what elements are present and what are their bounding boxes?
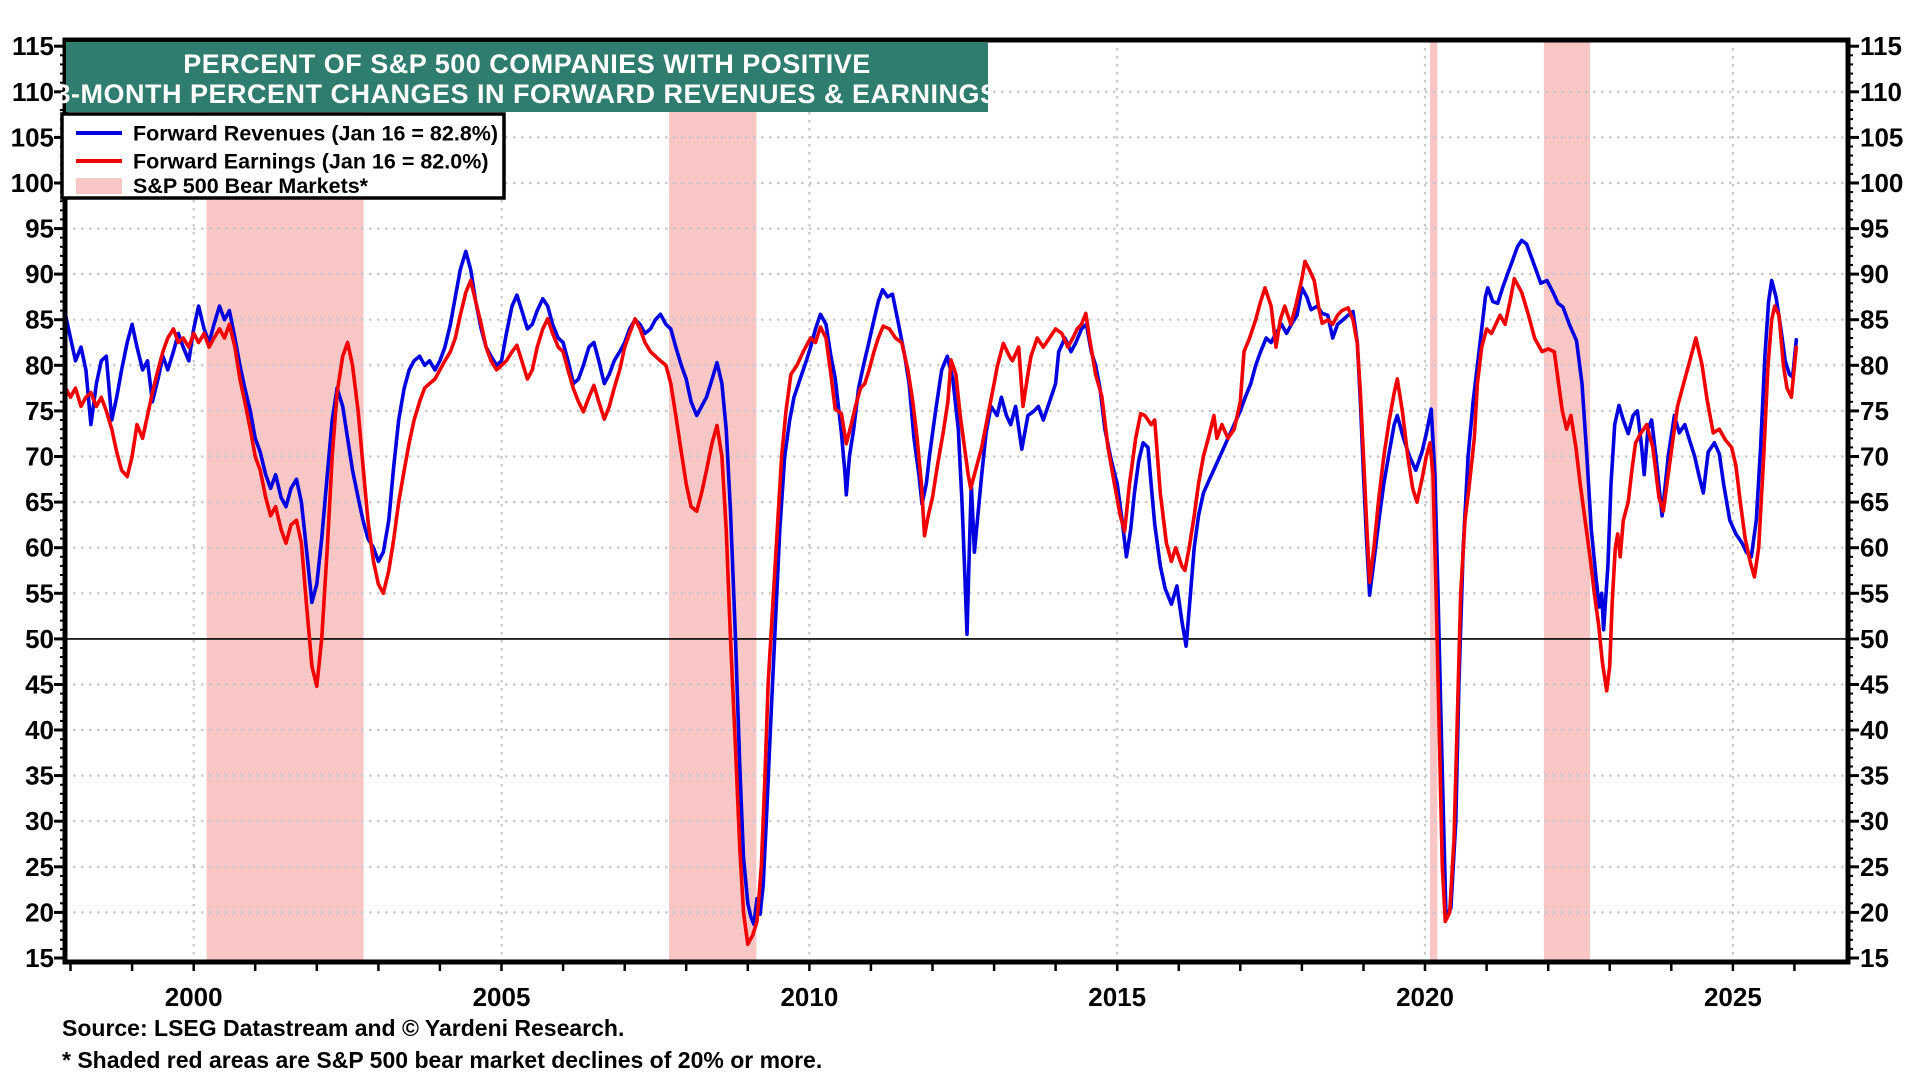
chart-title-line1: PERCENT OF S&P 500 COMPANIES WITH POSITI… — [183, 49, 871, 79]
y-axis-label-right: 90 — [1860, 259, 1889, 289]
y-axis-label-right: 50 — [1860, 624, 1889, 654]
y-axis-label-right: 25 — [1860, 852, 1889, 882]
y-axis-label-left: 45 — [25, 670, 54, 700]
y-axis-label-right: 115 — [1860, 31, 1902, 61]
y-axis-label-right: 80 — [1860, 350, 1889, 380]
y-axis-label-left: 90 — [25, 259, 54, 289]
y-axis-label-left: 30 — [25, 806, 54, 836]
y-axis-label-left: 50 — [25, 624, 54, 654]
y-axis-label-left: 55 — [25, 578, 54, 608]
forward-earnings-line — [63, 259, 1799, 947]
y-axis-label-right: 40 — [1860, 715, 1889, 745]
y-axis-label-left: 115 — [12, 31, 54, 61]
x-axis-label: 2005 — [473, 982, 531, 1012]
y-axis-label-right: 45 — [1860, 670, 1889, 700]
y-axis-label-left: 100 — [11, 168, 54, 198]
legend-item-bear-markets: S&P 500 Bear Markets* — [76, 174, 369, 198]
title-banner-bg — [66, 42, 988, 112]
y-axis-label-right: 15 — [1860, 943, 1889, 973]
legend-item-revenues: Forward Revenues (Jan 16 = 82.8%) — [76, 122, 498, 146]
x-axis-label: 2010 — [780, 982, 838, 1012]
y-axis-label-right: 55 — [1860, 578, 1889, 608]
y-axis-label-left: 60 — [25, 533, 54, 563]
data-series — [63, 238, 1799, 947]
y-axis-label-left: 15 — [25, 943, 54, 973]
x-axis-label: 2020 — [1396, 982, 1454, 1012]
y-axis-label-right: 70 — [1860, 442, 1889, 472]
chart-title-line2: 3-MONTH PERCENT CHANGES IN FORWARD REVEN… — [55, 79, 998, 109]
x-axis-label: 2015 — [1088, 982, 1146, 1012]
y-axis-label-right: 95 — [1860, 214, 1889, 244]
footer: Source: LSEG Datastream and © Yardeni Re… — [62, 1015, 822, 1073]
x-axis-label: 2000 — [165, 982, 223, 1012]
legend-label-earnings: Forward Earnings (Jan 16 = 82.0%) — [133, 150, 488, 174]
y-axis-label-right: 110 — [1860, 77, 1902, 107]
y-axis-label-right: 35 — [1860, 761, 1889, 791]
y-axis-label-right: 75 — [1860, 396, 1889, 426]
y-axis-label-left: 35 — [25, 761, 54, 791]
y-axis-label-right: 100 — [1860, 168, 1903, 198]
legend-label-revenues: Forward Revenues (Jan 16 = 82.8%) — [133, 122, 498, 146]
y-axis-label-left: 20 — [25, 897, 54, 927]
y-axis-label-left: 25 — [25, 852, 54, 882]
y-axis-label-right: 20 — [1860, 897, 1889, 927]
y-axis-label-left: 65 — [25, 487, 54, 517]
bear-market-swatch — [76, 178, 122, 194]
y-axis-label-left: 80 — [25, 350, 54, 380]
y-axis-label-left: 70 — [25, 442, 54, 472]
y-axis-label-right: 85 — [1860, 305, 1889, 335]
y-axis-label-right: 105 — [1860, 122, 1903, 152]
legend: Forward Revenues (Jan 16 = 82.8%) Forwar… — [60, 112, 506, 200]
y-axis-label-left: 95 — [25, 214, 54, 244]
y-axis-label-left: 85 — [25, 305, 54, 335]
y-axis-label-right: 65 — [1860, 487, 1889, 517]
axis-ticks — [54, 44, 1859, 971]
y-axis-label-right: 60 — [1860, 533, 1889, 563]
y-axis-label-right: 30 — [1860, 806, 1889, 836]
source-note: Source: LSEG Datastream and © Yardeni Re… — [62, 1015, 624, 1041]
y-axis-label-left: 110 — [12, 77, 54, 107]
x-axis-label: 2025 — [1704, 982, 1762, 1012]
y-axis-label-left: 105 — [11, 122, 54, 152]
legend-label-bear-markets: S&P 500 Bear Markets* — [133, 174, 369, 198]
bear-market-footnote: * Shaded red areas are S&P 500 bear mark… — [62, 1047, 822, 1073]
y-axis-label-left: 75 — [25, 396, 54, 426]
y-axis-label-left: 40 — [25, 715, 54, 745]
legend-box — [60, 112, 506, 200]
legend-item-earnings: Forward Earnings (Jan 16 = 82.0%) — [76, 150, 488, 174]
title-banner: PERCENT OF S&P 500 COMPANIES WITH POSITI… — [55, 42, 998, 112]
